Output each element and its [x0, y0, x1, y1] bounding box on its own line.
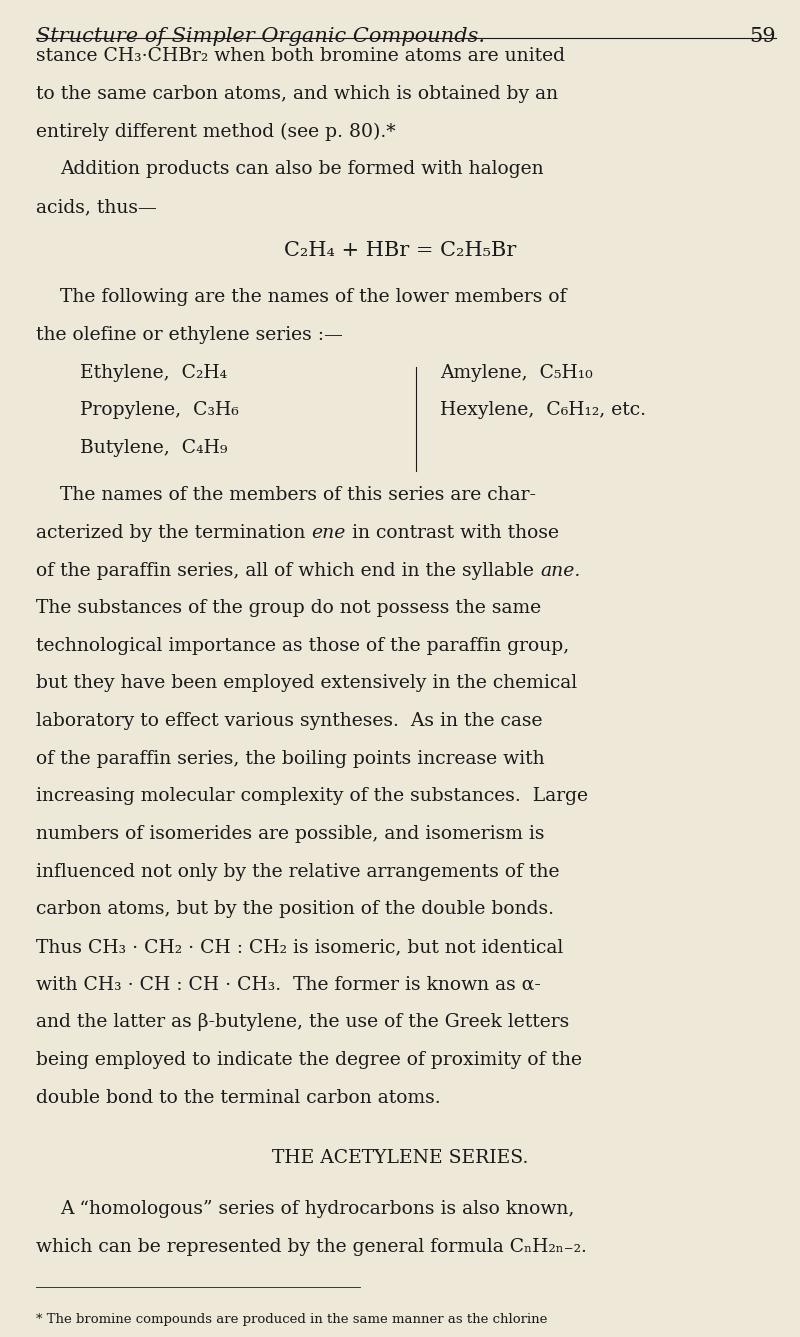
Text: the olefine or ethylene series :—: the olefine or ethylene series :—: [36, 326, 343, 344]
Text: Propylene,  C₃H₆: Propylene, C₃H₆: [80, 401, 238, 420]
Text: double bond to the terminal carbon atoms.: double bond to the terminal carbon atoms…: [36, 1088, 441, 1107]
Text: carbon atoms, but by the position of the double bonds.: carbon atoms, but by the position of the…: [36, 901, 554, 919]
Text: with CH₃ · CH : CH · CH₃.  The former is known as α-: with CH₃ · CH : CH · CH₃. The former is …: [36, 976, 541, 993]
Text: increasing molecular complexity of the substances.  Large: increasing molecular complexity of the s…: [36, 787, 588, 805]
Text: ane.: ane.: [540, 562, 580, 579]
Text: in contrast with those: in contrast with those: [346, 524, 558, 541]
Text: acterized by the termination: acterized by the termination: [36, 524, 311, 541]
Text: Addition products can also be formed with halogen: Addition products can also be formed wit…: [60, 160, 544, 178]
Text: to the same carbon atoms, and which is obtained by an: to the same carbon atoms, and which is o…: [36, 86, 558, 103]
Text: stance CH₃·CHBr₂ when both bromine atoms are united: stance CH₃·CHBr₂ when both bromine atoms…: [36, 47, 565, 66]
Text: acids, thus—: acids, thus—: [36, 198, 157, 217]
Text: Hexylene,  C₆H₁₂, etc.: Hexylene, C₆H₁₂, etc.: [440, 401, 646, 420]
Text: The names of the members of this series are char-: The names of the members of this series …: [60, 487, 536, 504]
Text: Thus CH₃ · CH₂ · CH : CH₂ is isomeric, but not identical: Thus CH₃ · CH₂ · CH : CH₂ is isomeric, b…: [36, 939, 563, 956]
Text: The following are the names of the lower members of: The following are the names of the lower…: [60, 289, 566, 306]
Text: ene: ene: [311, 524, 346, 541]
Text: which can be represented by the general formula CₙH₂ₙ₋₂.: which can be represented by the general …: [36, 1238, 587, 1255]
Text: but they have been employed extensively in the chemical: but they have been employed extensively …: [36, 674, 577, 693]
Text: entirely different method (see p. 80).*: entirely different method (see p. 80).*: [36, 123, 396, 140]
Text: technological importance as those of the paraffin group,: technological importance as those of the…: [36, 636, 570, 655]
Text: Butylene,  C₄H₉: Butylene, C₄H₉: [80, 439, 227, 457]
Text: and the latter as β-butylene, the use of the Greek letters: and the latter as β-butylene, the use of…: [36, 1013, 570, 1031]
Text: The substances of the group do not possess the same: The substances of the group do not posse…: [36, 599, 541, 618]
Text: laboratory to effect various syntheses.  As in the case: laboratory to effect various syntheses. …: [36, 713, 542, 730]
Text: Ethylene,  C₂H₄: Ethylene, C₂H₄: [80, 364, 227, 382]
Text: Amylene,  C₅H₁₀: Amylene, C₅H₁₀: [440, 364, 593, 382]
Text: THE ACETYLENE SERIES.: THE ACETYLENE SERIES.: [272, 1148, 528, 1167]
Text: Structure of Simpler Organic Compounds.: Structure of Simpler Organic Compounds.: [36, 27, 485, 45]
Text: of the paraffin series, all of which end in the syllable: of the paraffin series, all of which end…: [36, 562, 540, 579]
Text: being employed to indicate the degree of proximity of the: being employed to indicate the degree of…: [36, 1051, 582, 1070]
Text: influenced not only by the relative arrangements of the: influenced not only by the relative arra…: [36, 862, 559, 881]
Text: * The bromine compounds are produced in the same manner as the chlorine: * The bromine compounds are produced in …: [36, 1313, 547, 1326]
Text: of the paraffin series, the boiling points increase with: of the paraffin series, the boiling poin…: [36, 750, 545, 767]
Text: numbers of isomerides are possible, and isomerism is: numbers of isomerides are possible, and …: [36, 825, 545, 844]
Text: A “homologous” series of hydrocarbons is also known,: A “homologous” series of hydrocarbons is…: [60, 1199, 574, 1218]
Text: C₂H₄ + HBr = C₂H₅Br: C₂H₄ + HBr = C₂H₅Br: [284, 242, 516, 261]
Text: 59: 59: [750, 27, 776, 45]
